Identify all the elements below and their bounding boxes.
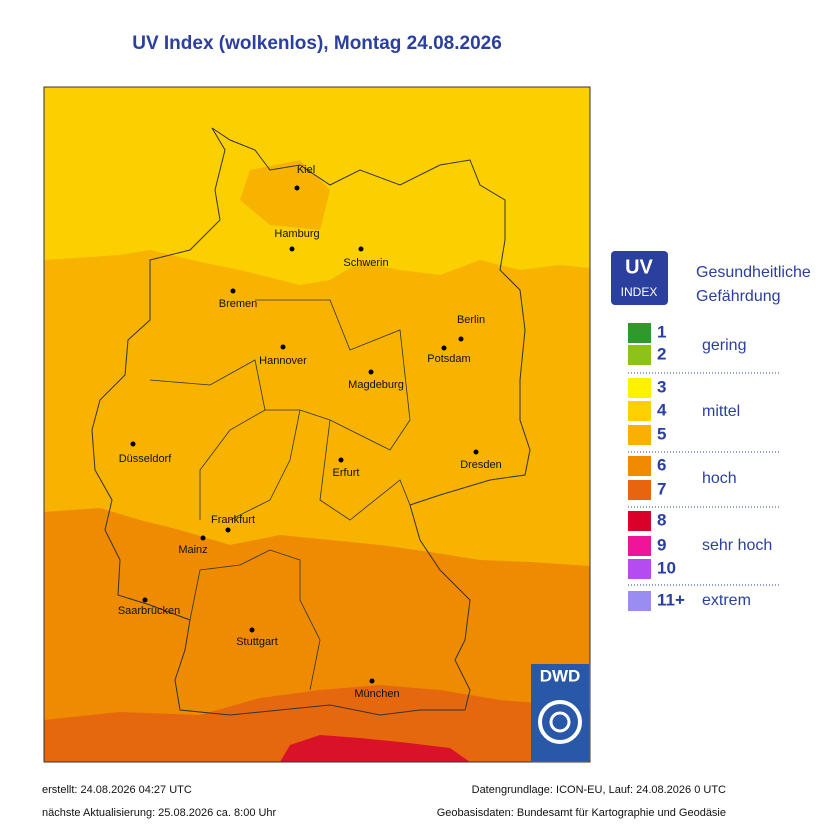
legend-swatch <box>628 559 651 579</box>
city-label: Potsdam <box>427 353 470 365</box>
city-dot <box>230 288 236 294</box>
city-dot <box>280 344 286 350</box>
legend-swatch <box>628 345 651 365</box>
legend-level: 2 <box>657 344 666 363</box>
legend-category: mittel <box>702 403 740 420</box>
legend-category: extrem <box>702 592 751 609</box>
legend-level: 11+ <box>657 590 685 609</box>
legend-level: 4 <box>657 400 667 419</box>
footer-source: Datengrundlage: ICON-EU, Lauf: 24.08.202… <box>472 784 726 796</box>
city-label: Hannover <box>259 355 307 367</box>
city-label: Berlin <box>457 314 485 326</box>
legend-level: 9 <box>657 535 666 554</box>
legend-swatch <box>628 480 651 500</box>
badge-uv: UV <box>625 256 653 278</box>
legend-category: sehr hoch <box>702 537 772 554</box>
city-label: Erfurt <box>333 467 360 479</box>
footer: erstellt: 24.08.2026 04:27 UTC nächste A… <box>42 784 726 819</box>
city-label: Mainz <box>178 544 207 556</box>
legend-swatch <box>628 378 651 398</box>
city-dot <box>473 449 479 455</box>
legend-heading: Gesundheitliche <box>696 264 811 281</box>
city-dot <box>225 527 231 533</box>
city-label: Bremen <box>219 298 258 310</box>
city-dot <box>289 246 295 252</box>
city-label: Magdeburg <box>348 379 404 391</box>
legend-level: 8 <box>657 510 666 529</box>
legend-swatch <box>628 401 651 421</box>
legend-swatch <box>628 536 651 556</box>
city-dot <box>294 185 300 191</box>
badge-index: INDEX <box>621 285 658 299</box>
city-label: Dresden <box>460 459 502 471</box>
city-dot <box>358 246 364 252</box>
legend-category: gering <box>702 337 746 354</box>
legend-level: 6 <box>657 455 666 474</box>
city-dot <box>142 597 148 603</box>
legend-swatch <box>628 511 651 531</box>
city-label: Frankfurt <box>211 514 255 526</box>
legend-level: 3 <box>657 377 666 396</box>
city-label: Stuttgart <box>236 636 278 648</box>
legend-level: 1 <box>657 322 666 341</box>
city-label: Düsseldorf <box>119 453 173 465</box>
city-dot <box>441 345 447 351</box>
footer-next: nächste Aktualisierung: 25.08.2026 ca. 8… <box>42 807 277 819</box>
city-dot <box>200 535 206 541</box>
city-label: Saarbrücken <box>118 605 180 617</box>
legend-swatch <box>628 456 651 476</box>
legend-level: 5 <box>657 424 666 443</box>
logo-text: DWD <box>540 666 581 685</box>
map: Kiel Hamburg Schwerin Bremen Berlin Potsdam Ha… <box>43 86 591 763</box>
legend-level: 10 <box>657 558 676 577</box>
city-dot <box>369 678 375 684</box>
dwd-logo: DWD <box>531 664 589 761</box>
footer-geo: Geobasisdaten: Bundesamt für Kartographi… <box>437 807 726 819</box>
legend-swatch <box>628 425 651 445</box>
legend-swatch <box>628 591 651 611</box>
legend-heading: Gefährdung <box>696 288 781 305</box>
city-dot <box>130 441 136 447</box>
title: UV Index (wolkenlos), Montag 24.08.2026 <box>132 33 502 54</box>
footer-created: erstellt: 24.08.2026 04:27 UTC <box>42 784 192 796</box>
city-dot <box>458 336 464 342</box>
city-dot <box>368 369 374 375</box>
city-dot <box>249 627 255 633</box>
legend-swatch <box>628 323 651 343</box>
legend: UV INDEX Gesundheitliche Gefährdung 1 2 3 4… <box>611 251 811 611</box>
city-label: Kiel <box>297 164 315 176</box>
city-label: Schwerin <box>343 257 388 269</box>
city-label: Hamburg <box>274 228 319 240</box>
city-dot <box>338 457 344 463</box>
city-label: München <box>354 688 399 700</box>
legend-category: hoch <box>702 470 737 487</box>
legend-level: 7 <box>657 479 666 498</box>
